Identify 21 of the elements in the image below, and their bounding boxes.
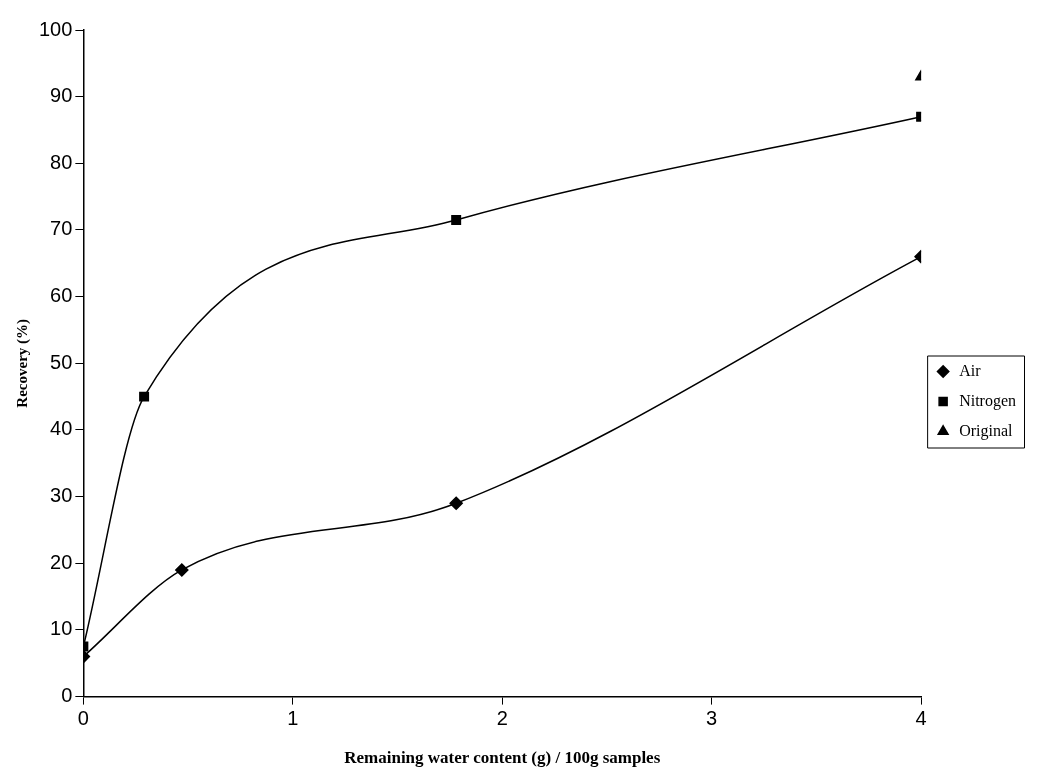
- y-axis-title: Recovery (%): [13, 318, 31, 408]
- y-tick-label: 0: [61, 684, 73, 707]
- y-tick-label: 30: [50, 484, 73, 507]
- x-axis-title: Remaining water content (g) / 100g samples: [344, 748, 661, 768]
- y-tick-label: 100: [38, 17, 73, 40]
- y-tick-label: 90: [50, 84, 73, 107]
- x-tick-label: 0: [77, 707, 89, 730]
- y-tick-label: 60: [50, 284, 73, 307]
- legend-label: Original: [959, 421, 1013, 440]
- y-tick-label: 20: [50, 550, 73, 573]
- legend-label: Air: [959, 361, 982, 379]
- y-tick-label: 80: [50, 150, 73, 173]
- x-tick-label: 3: [706, 707, 718, 730]
- legend-label: Nitrogen: [959, 391, 1016, 410]
- y-tick-label: 40: [50, 417, 73, 440]
- y-tick-label: 70: [50, 217, 73, 240]
- x-tick-label: 2: [496, 707, 508, 730]
- x-tick-label: 1: [287, 707, 299, 730]
- y-tick-label: 10: [50, 617, 73, 640]
- x-tick-label: 4: [915, 707, 927, 730]
- y-tick-label: 50: [50, 350, 73, 373]
